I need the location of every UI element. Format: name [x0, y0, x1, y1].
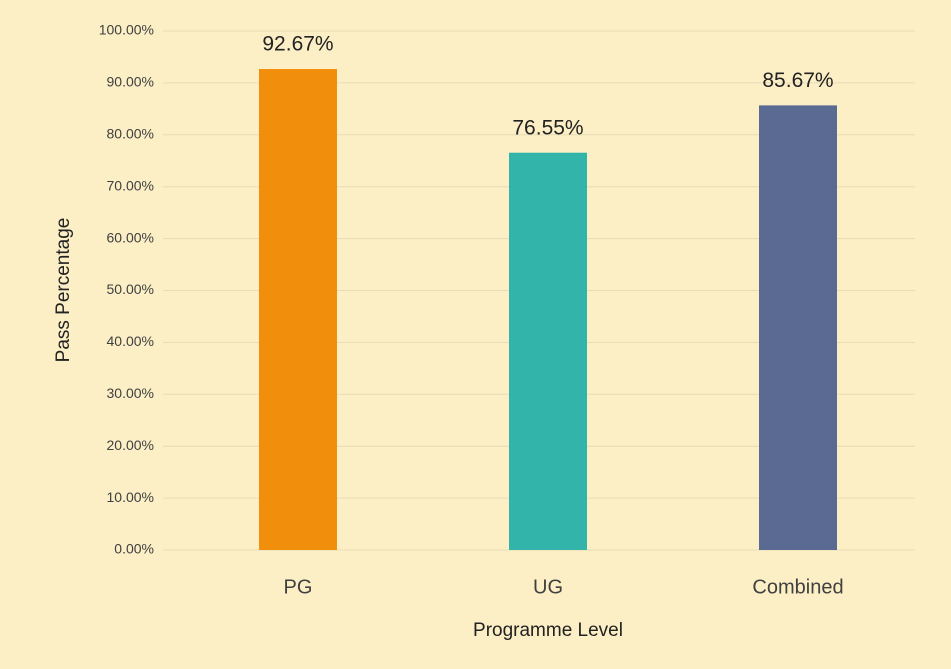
x-tick-label: Combined	[752, 576, 843, 598]
y-tick-label: 10.00%	[107, 489, 154, 505]
data-label: 76.55%	[512, 116, 583, 139]
y-tick-label: 50.00%	[107, 281, 154, 297]
data-label: 85.67%	[762, 69, 833, 92]
y-tick-label: 30.00%	[107, 385, 154, 401]
y-tick-label: 100.00%	[99, 22, 154, 38]
y-tick-label: 20.00%	[107, 437, 154, 453]
y-tick-label: 90.00%	[107, 74, 154, 90]
y-tick-label: 70.00%	[107, 177, 154, 193]
y-tick-label: 0.00%	[114, 541, 154, 557]
y-axis-label: Pass Percentage	[53, 218, 74, 363]
y-tick-label: 40.00%	[107, 333, 154, 349]
bar	[759, 105, 837, 550]
y-tick-label: 60.00%	[107, 229, 154, 245]
x-axis-label: Programme Level	[473, 620, 623, 641]
x-tick-label: UG	[533, 576, 563, 598]
y-tick-label: 80.00%	[107, 126, 154, 142]
bar	[509, 152, 587, 550]
data-label: 92.67%	[262, 33, 333, 56]
bar	[259, 69, 337, 551]
x-tick-label: PG	[284, 576, 313, 598]
